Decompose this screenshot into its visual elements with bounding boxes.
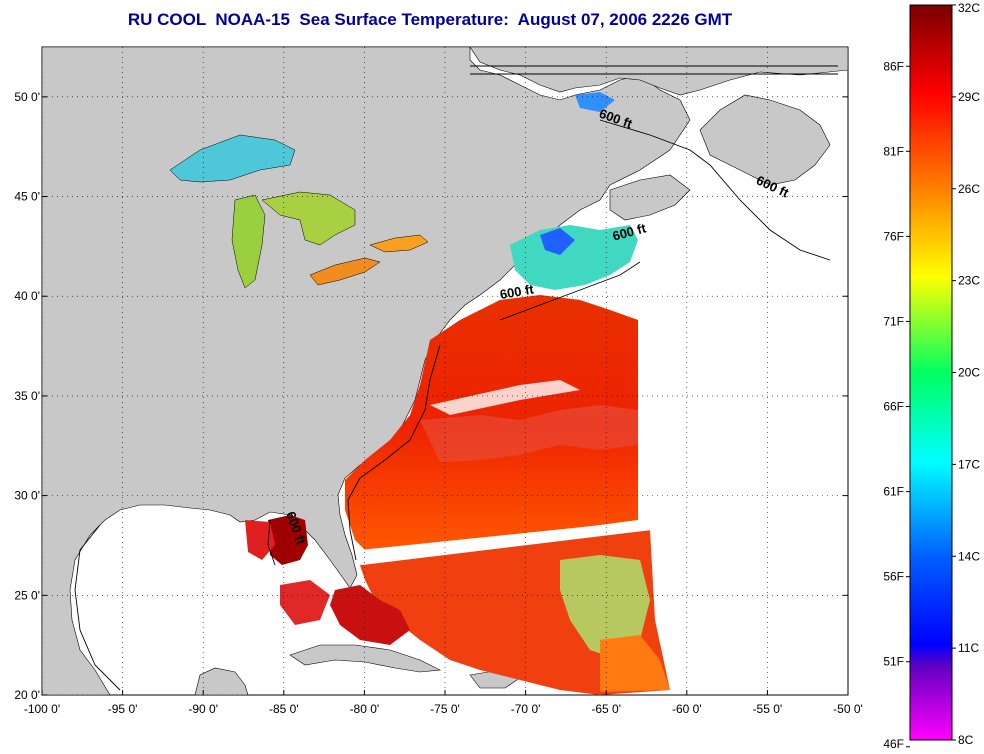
y-tick-label: 20 0' [14,688,40,702]
x-axis-ticks: -100 0' -95 0' -90 0' -85 0' -80 0' -75 0' -70… [24,690,863,716]
colorbar-celsius-label: 11C [958,641,979,655]
y-tick-label: 40 0' [14,289,40,303]
colorbar-fahrenheit-label: 71F [883,314,904,328]
x-tick-label: -90 0' [188,702,218,716]
colorbar-fahrenheit-label: 46F [883,737,904,751]
colorbar-fahrenheit-label: 61F [883,485,904,499]
x-tick-label: -85 0' [269,702,299,716]
x-tick-label: -100 0' [24,702,60,716]
y-tick-label: 25 0' [14,588,40,602]
land-newfoundland [699,94,831,186]
x-tick-label: -55 0' [753,702,783,716]
colorbar-fahrenheit-label: 76F [883,229,904,243]
land-labrador [469,47,848,96]
land-cuba [289,644,442,673]
colorbar-gradient [909,4,953,741]
colorbar-celsius-label: 23C [958,274,980,288]
x-tick-label: -65 0' [591,702,621,716]
x-tick-label: -70 0' [511,702,541,716]
great-lakes-sst [169,134,429,289]
ocean-sst [245,92,670,695]
colorbar: 86F 81F 76F 71F 66F 61F 56F 51F 46F 32C 29C 26C 23C… [883,1,980,751]
y-tick-label: 45 0' [14,190,40,204]
colorbar-fahrenheit-label: 86F [883,59,904,73]
map-grid [41,47,849,696]
colorbar-fahrenheit-label: 66F [883,400,904,414]
colorbar-fahrenheit-label: 51F [883,655,904,669]
y-tick-label: 50 0' [14,90,40,104]
y-axis-ticks: 50 0' 45 0' 40 0' 35 0' 30 0' 25 0' 20 0' [14,90,848,702]
colorbar-celsius-label: 32C [958,1,980,15]
x-tick-label: -80 0' [350,702,380,716]
contour-label-600ft: 600 ft [499,281,536,302]
map-title: RU COOL NOAA-15 Sea Surface Temperature:… [127,10,733,29]
x-tick-label: -95 0' [108,702,138,716]
colorbar-celsius-label: 29C [958,90,980,104]
x-tick-label: -60 0' [672,702,702,716]
land-nova-scotia [609,174,691,221]
colorbar-celsius-label: 20C [958,366,980,380]
y-tick-label: 30 0' [14,489,40,503]
x-tick-label: -50 0' [833,702,863,716]
land-yucatan [194,667,249,695]
colorbar-celsius-labels: 32C 29C 26C 23C 20C 17C 14C 11C 8C [952,1,980,747]
colorbar-fahrenheit-label: 56F [883,570,904,584]
colorbar-fahrenheit-label: 81F [883,144,904,158]
colorbar-fahrenheit-labels: 86F 81F 76F 71F 66F 61F 56F 51F 46F [883,59,910,751]
x-tick-label: -75 0' [430,702,460,716]
colorbar-celsius-label: 26C [958,182,980,196]
colorbar-celsius-label: 14C [958,549,980,563]
y-tick-label: 35 0' [14,389,40,403]
colorbar-celsius-label: 8C [958,733,974,747]
colorbar-celsius-label: 17C [958,457,980,471]
bathymetry-contours [74,65,838,691]
